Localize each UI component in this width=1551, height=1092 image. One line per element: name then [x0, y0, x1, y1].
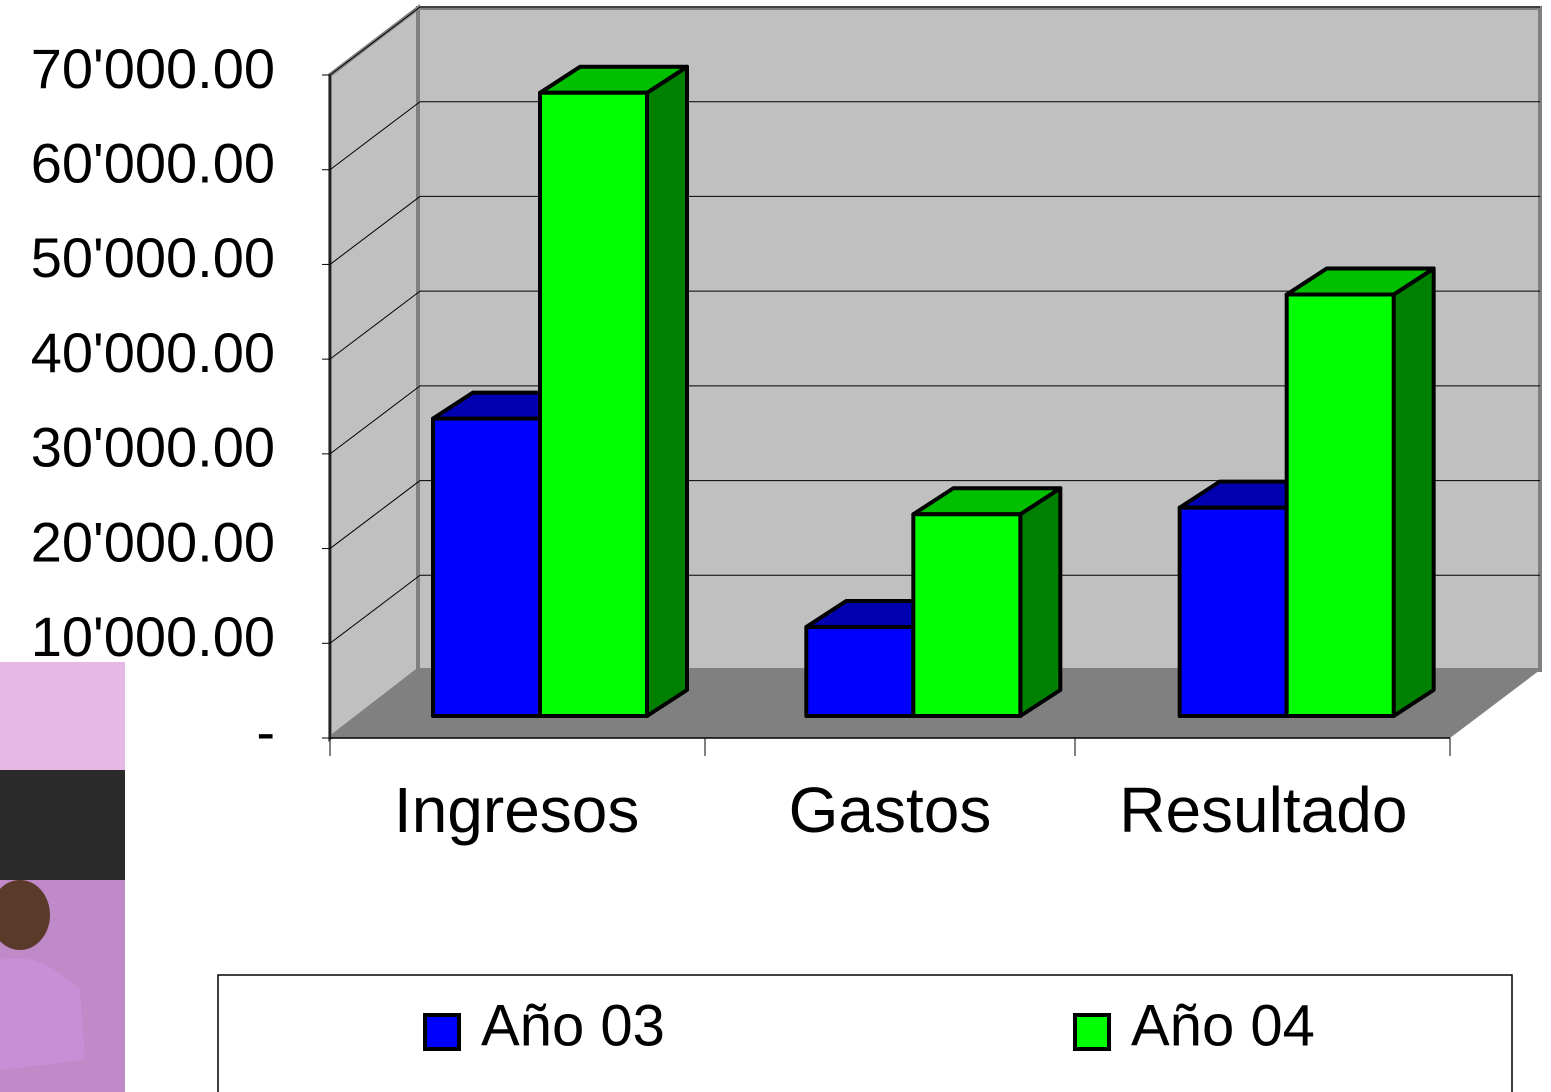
grid-line	[329, 101, 421, 171]
bar-side	[1391, 266, 1436, 718]
legend	[217, 974, 1513, 1092]
x-tick-label: Gastos	[789, 774, 992, 846]
grid-line	[329, 290, 421, 360]
grid-line	[329, 480, 421, 549]
bar-front	[538, 90, 649, 718]
bar-front	[1284, 292, 1396, 718]
y-tick-label: 10'000.00	[31, 605, 275, 668]
grid-line	[329, 6, 421, 76]
bar-front	[431, 416, 542, 718]
y-tick-label: -	[256, 700, 275, 763]
photo	[0, 662, 125, 1092]
bar-front	[804, 624, 916, 718]
bar-front	[1177, 505, 1289, 718]
y-tick-label: 50'000.00	[31, 226, 275, 289]
bar-front	[911, 512, 1023, 718]
bar	[1284, 266, 1436, 718]
legend-swatch	[423, 1013, 461, 1051]
legend-swatch	[1073, 1013, 1111, 1051]
legend-label: Año 04	[1131, 993, 1315, 1058]
grid-line	[329, 385, 421, 455]
y-tick-label: 70'000.00	[31, 37, 275, 100]
y-tick-label: 40'000.00	[31, 321, 275, 384]
legend-label: Año 03	[481, 993, 665, 1058]
y-tick-label: 30'000.00	[31, 416, 275, 479]
bar	[538, 64, 689, 718]
y-tick-label: 20'000.00	[31, 510, 275, 573]
grid-line	[329, 574, 421, 644]
bar-side	[1018, 486, 1063, 718]
bar-side	[645, 64, 689, 718]
y-tick-label: 60'000.00	[31, 132, 275, 195]
x-tick-label: Ingresos	[394, 774, 639, 846]
grid-line	[329, 196, 421, 265]
bar	[911, 486, 1063, 718]
x-tick-label: Resultado	[1119, 774, 1407, 846]
side-wall	[328, 3, 420, 743]
